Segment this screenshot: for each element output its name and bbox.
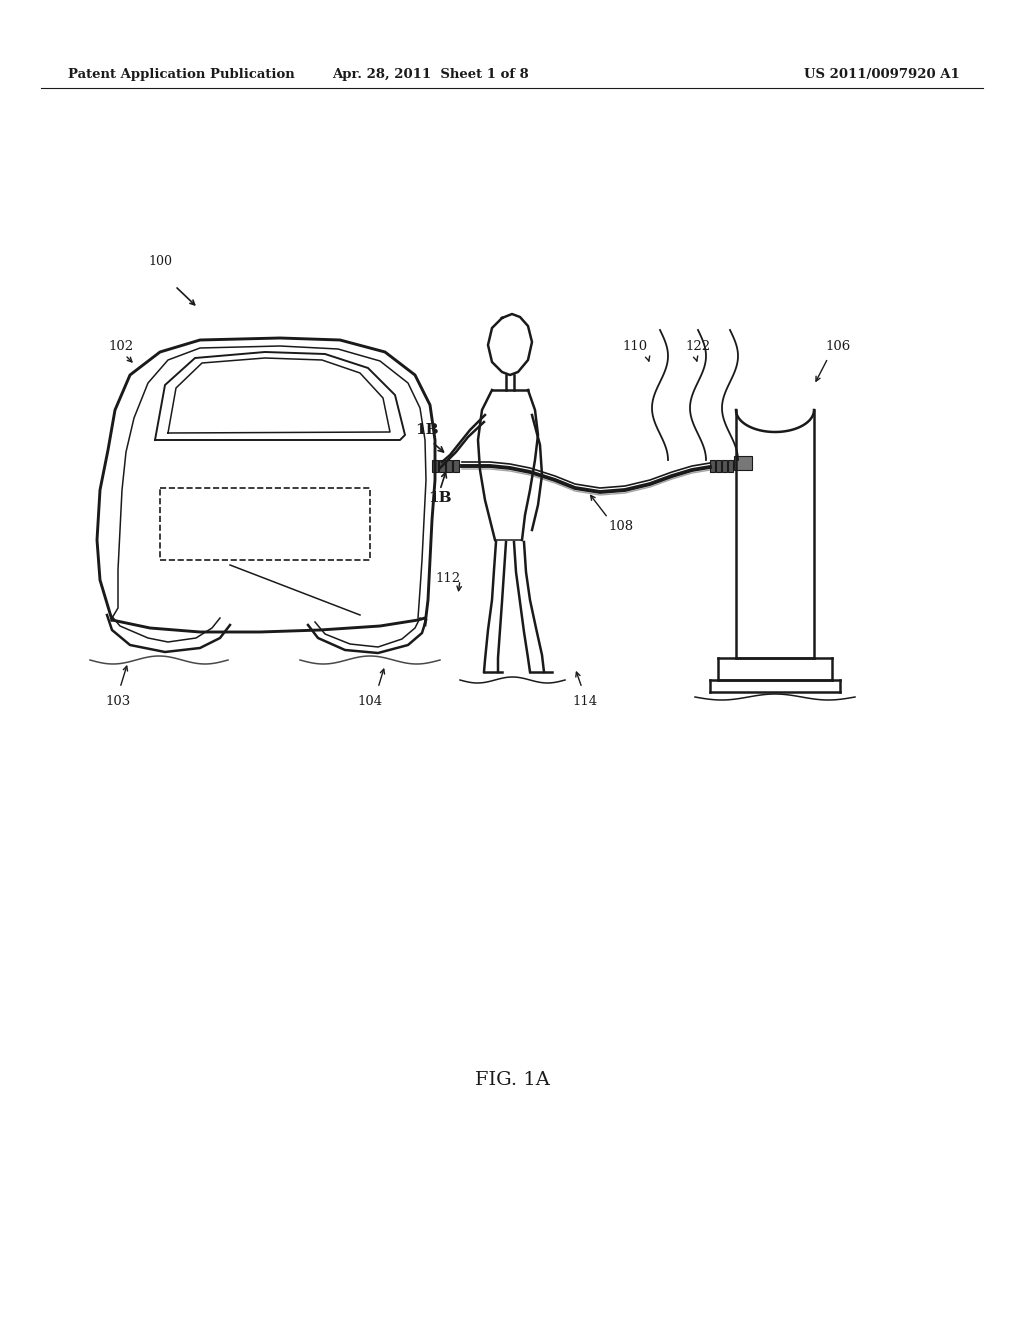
Bar xyxy=(446,459,452,473)
Text: Apr. 28, 2011  Sheet 1 of 8: Apr. 28, 2011 Sheet 1 of 8 xyxy=(332,69,528,81)
Text: 112: 112 xyxy=(435,572,461,585)
Bar xyxy=(734,455,752,470)
Text: 104: 104 xyxy=(357,696,383,708)
Bar xyxy=(439,459,445,473)
Bar xyxy=(716,459,721,473)
Bar xyxy=(722,459,727,473)
Text: US 2011/0097920 A1: US 2011/0097920 A1 xyxy=(804,69,961,81)
Bar xyxy=(160,488,370,560)
Bar xyxy=(728,459,733,473)
Text: 100: 100 xyxy=(148,255,172,268)
Bar xyxy=(432,459,438,473)
Text: 102: 102 xyxy=(108,341,133,352)
Bar xyxy=(453,459,459,473)
Text: 108: 108 xyxy=(608,520,633,533)
Text: 1B: 1B xyxy=(415,422,438,437)
Text: 103: 103 xyxy=(105,696,130,708)
Text: 114: 114 xyxy=(572,696,598,708)
Bar xyxy=(710,459,715,473)
Text: Patent Application Publication: Patent Application Publication xyxy=(68,69,295,81)
Text: 110: 110 xyxy=(623,341,647,352)
Text: FIG. 1A: FIG. 1A xyxy=(474,1071,550,1089)
Text: 106: 106 xyxy=(825,341,850,352)
Text: 122: 122 xyxy=(685,341,711,352)
Text: 1B: 1B xyxy=(428,491,452,506)
